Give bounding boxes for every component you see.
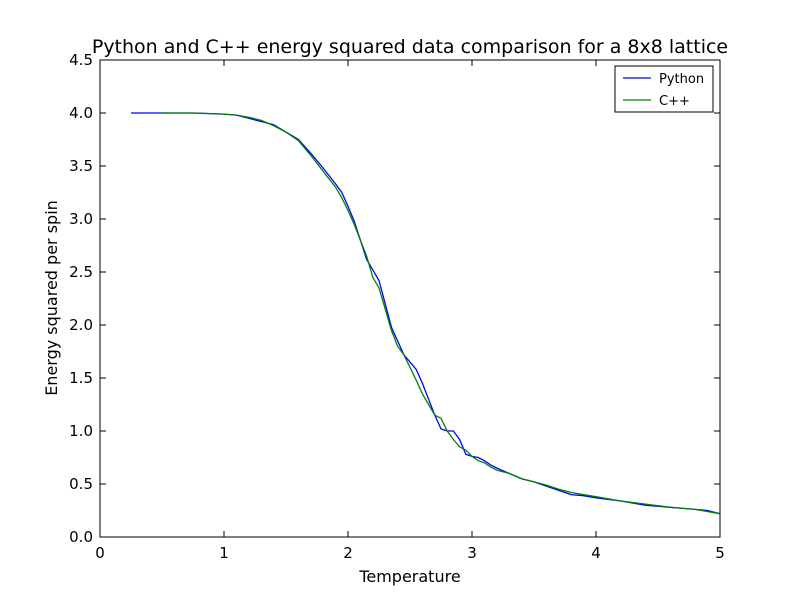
y-tick-label: 2.0 bbox=[69, 316, 93, 334]
y-tick-label: 1.5 bbox=[69, 369, 93, 387]
x-tick-label: 4 bbox=[591, 544, 601, 562]
legend: Python C++ bbox=[614, 65, 714, 113]
y-tick-label: 3.0 bbox=[69, 210, 93, 228]
y-tick-label: 0.0 bbox=[69, 528, 93, 546]
x-tick-label: 3 bbox=[467, 544, 477, 562]
y-tick-label: 3.5 bbox=[69, 157, 93, 175]
axes-frame bbox=[99, 59, 721, 538]
x-tick-label: 2 bbox=[343, 544, 353, 562]
legend-label-c: C++ bbox=[659, 94, 690, 109]
y-axis-label: Energy squared per spin bbox=[42, 200, 61, 396]
legend-box bbox=[614, 65, 714, 113]
x-tick-label: 1 bbox=[219, 544, 229, 562]
axis-ticks: 0 1 2 3 4 5 0.0 0.5 1.0 1.5 2.0 2.5 3.0 3.5 4.0 4.5 bbox=[69, 51, 725, 562]
x-tick-label: 0 bbox=[95, 544, 105, 562]
x-axis-label: Temperature bbox=[358, 567, 460, 586]
y-tick-label: 2.5 bbox=[69, 263, 93, 281]
legend-label-python: Python bbox=[659, 72, 704, 87]
y-tick-label: 1.0 bbox=[69, 422, 93, 440]
y-tick-label: 4.5 bbox=[69, 51, 93, 69]
series-line-c bbox=[162, 112, 721, 515]
plot-area bbox=[131, 112, 721, 515]
chart-title: Python and C++ energy squared data compa… bbox=[92, 36, 728, 58]
y-tick-label: 4.0 bbox=[69, 104, 93, 122]
y-tick-label: 0.5 bbox=[69, 475, 93, 493]
x-tick-label: 5 bbox=[715, 544, 725, 562]
